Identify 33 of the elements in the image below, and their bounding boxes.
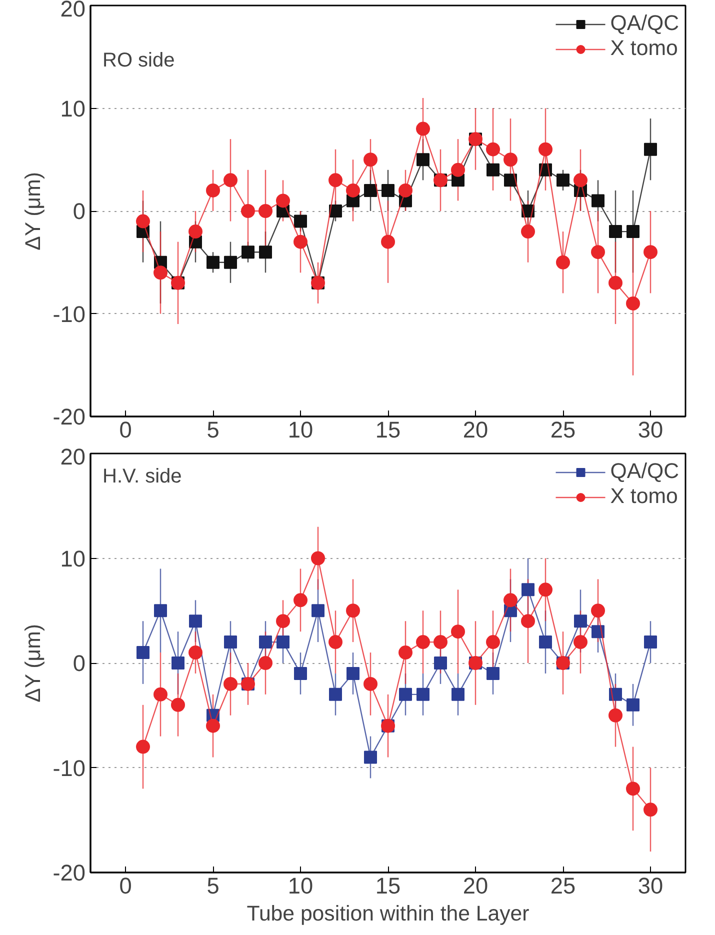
- x-tick-label: 10: [288, 872, 314, 898]
- annotation: H.V. side: [102, 466, 182, 488]
- y-tick-label: -20: [52, 404, 86, 430]
- y-tick-label: -20: [52, 860, 86, 886]
- x-tick-label: 20: [462, 872, 488, 898]
- x-tick-label: 15: [375, 416, 401, 442]
- x-axis-title: Tube position within the Layer: [246, 902, 530, 926]
- y-tick-label: -10: [52, 300, 86, 327]
- legend-label: QA/QC: [610, 11, 679, 36]
- y-axis-title: ΔY (μm): [20, 172, 45, 250]
- x-tick-label: 30: [638, 416, 664, 442]
- x-tick-label: 15: [375, 872, 401, 898]
- x-tick-label: 30: [638, 872, 664, 898]
- y-tick-label: 20: [60, 444, 86, 470]
- x-tick-label: 5: [206, 872, 220, 898]
- y-axis-title: ΔY (μm): [20, 624, 45, 702]
- y-tick-label: 0: [72, 198, 86, 224]
- y-tick-label: 0: [72, 650, 86, 676]
- legend-label: X tomo: [610, 484, 678, 509]
- x-tick-label: 10: [288, 416, 314, 442]
- x-tick-label: 5: [206, 416, 220, 442]
- y-tick-label: 10: [60, 95, 86, 122]
- x-tick-label: 25: [550, 872, 576, 898]
- annotation: RO side: [102, 50, 175, 72]
- legend-label: X tomo: [610, 36, 678, 61]
- x-tick-label: 0: [119, 416, 132, 442]
- y-tick-label: -10: [52, 754, 86, 781]
- legend-label: QA/QC: [610, 459, 679, 484]
- x-tick-label: 25: [550, 416, 576, 442]
- y-tick-label: 20: [60, 0, 86, 22]
- x-tick-label: 0: [119, 872, 132, 898]
- x-tick-label: 20: [462, 416, 488, 442]
- y-tick-label: 10: [60, 545, 86, 572]
